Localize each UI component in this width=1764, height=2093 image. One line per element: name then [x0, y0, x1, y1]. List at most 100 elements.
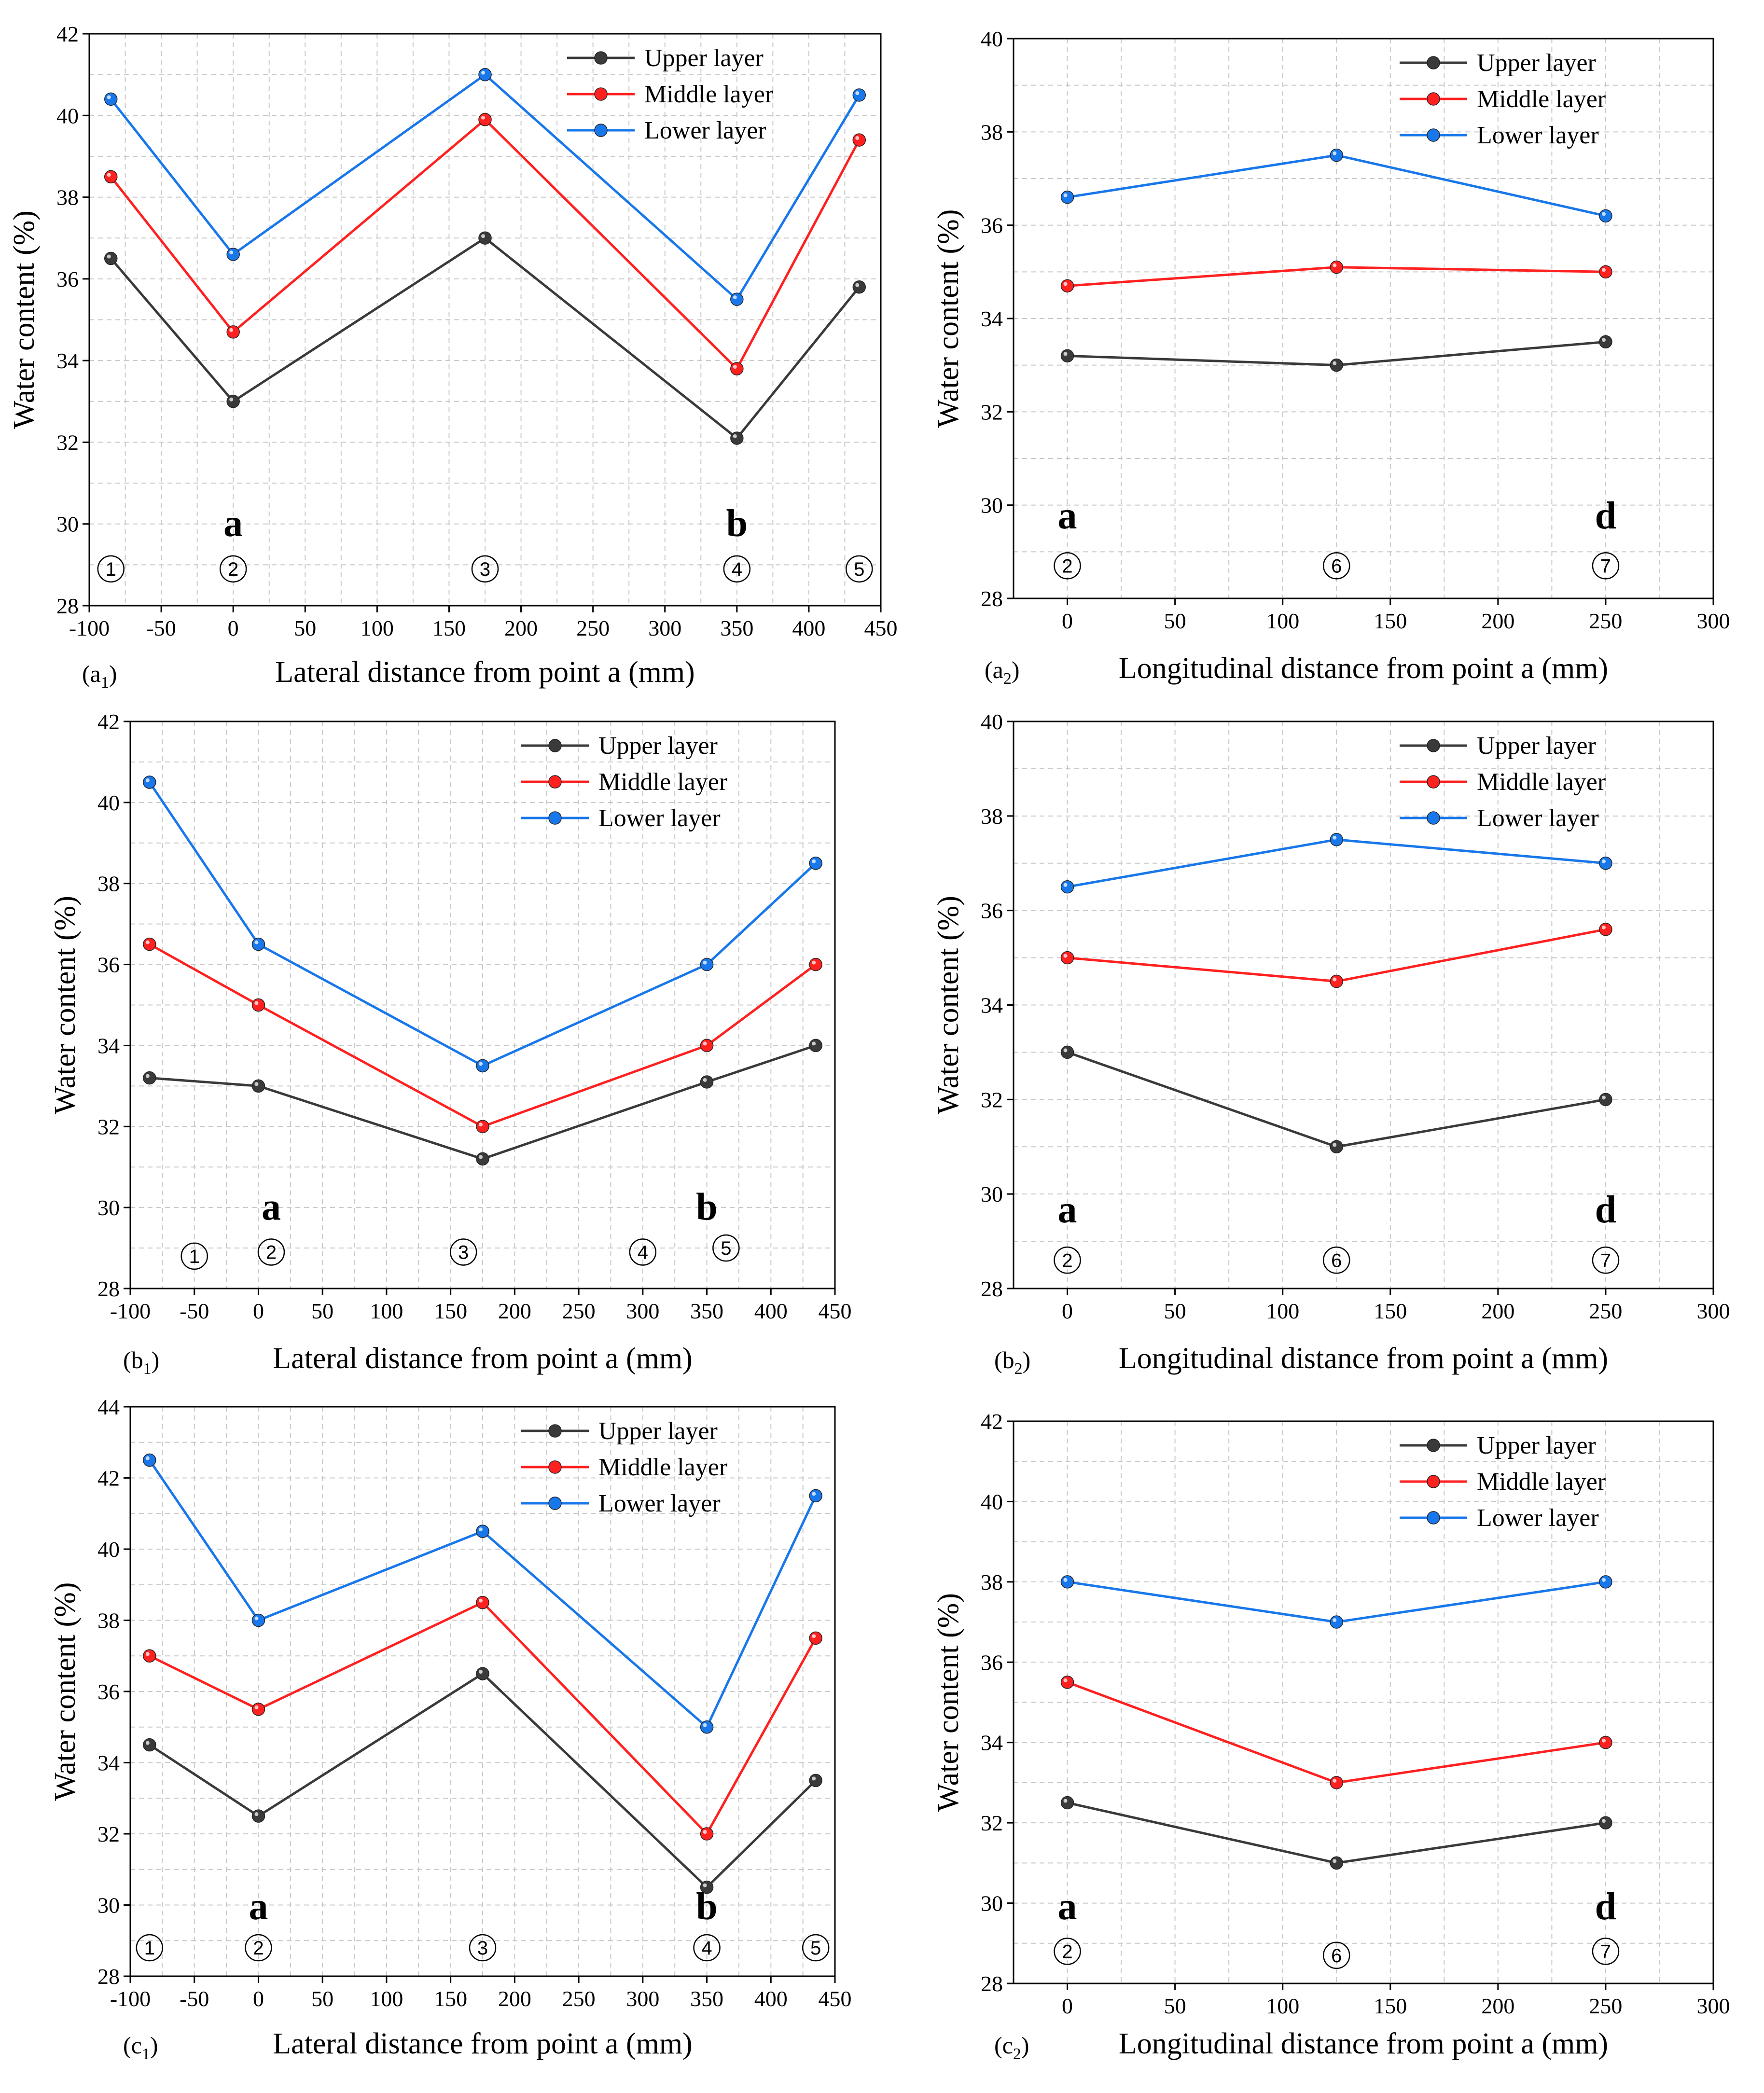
point-annotation: a	[249, 1885, 268, 1928]
data-point-highlight	[703, 960, 707, 965]
data-point-highlight	[812, 1776, 816, 1781]
series-middle	[143, 937, 822, 1134]
point-annotation: b	[696, 1885, 718, 1928]
panel-id: (a2)	[985, 656, 1020, 688]
gridlines	[1014, 721, 1713, 1289]
data-point-middle	[478, 113, 492, 126]
data-point-middle	[852, 133, 866, 147]
data-point-highlight	[703, 1830, 707, 1834]
x-tick-label: -50	[146, 616, 176, 640]
gridlines	[1014, 1421, 1713, 1983]
y-tick-label: 32	[97, 1822, 120, 1846]
point-annotation: b	[696, 1186, 718, 1228]
point-marker-label: 4	[638, 1242, 648, 1263]
x-tick-label: 300	[1697, 1994, 1730, 2018]
legend-marker-upper	[1427, 56, 1440, 69]
data-point-lower	[809, 1489, 822, 1503]
x-tick-label: 300	[1697, 609, 1730, 633]
point-marker-circle	[471, 555, 499, 583]
point-annotation: a	[262, 1186, 281, 1228]
point-marker-label: 7	[1600, 1941, 1611, 1962]
point-annotation: b	[726, 502, 748, 545]
panel-id: (c1)	[123, 2032, 158, 2063]
x-tick-label: 250	[562, 1299, 596, 1323]
y-axis-title: Water content (%)	[49, 1582, 82, 1801]
y-tick-label: 28	[97, 1964, 120, 1989]
data-point-highlight	[479, 1155, 483, 1159]
legend-marker-upper	[594, 51, 608, 65]
point-marker-circle	[1054, 1247, 1081, 1274]
data-point-highlight	[1333, 361, 1337, 365]
legend-label-lower: Lower layer	[1477, 122, 1599, 149]
data-point-middle	[143, 1649, 156, 1663]
x-tick-label: 250	[562, 1986, 596, 2011]
x-axis-title: Longitudinal distance from point a (mm)	[1119, 1342, 1608, 1375]
x-tick-label: 0	[1062, 1299, 1073, 1323]
y-tick-label: 28	[981, 586, 1003, 611]
y-tick-label: 30	[97, 1893, 120, 1918]
y-tick-label: 38	[981, 120, 1003, 144]
point-annotation: a	[1058, 1885, 1077, 1928]
point-marker-label: 6	[1331, 555, 1342, 577]
x-tick-label: 250	[1589, 609, 1622, 633]
data-point-highlight	[812, 1492, 816, 1496]
data-point-highlight	[1063, 193, 1068, 197]
point-marker-label: 3	[480, 559, 490, 580]
series-lower	[143, 776, 822, 1073]
data-point-highlight	[812, 1041, 816, 1046]
data-point-middle	[730, 362, 744, 375]
panel-id-letter: (b	[994, 1346, 1014, 1373]
data-point-lower	[1060, 190, 1074, 204]
data-point-upper	[476, 1667, 489, 1680]
x-tick-label: 0	[1062, 609, 1073, 633]
x-tick-label: 50	[1164, 1299, 1186, 1323]
series-lower	[104, 68, 866, 306]
data-point-middle	[476, 1595, 489, 1609]
legend-label-upper: Upper layer	[1477, 49, 1596, 77]
x-tick-label: 350	[690, 1299, 723, 1323]
point-marker-circle	[1592, 552, 1620, 580]
data-point-highlight	[1063, 352, 1068, 356]
data-point-highlight	[1601, 338, 1606, 342]
data-point-upper	[1330, 1140, 1343, 1153]
data-point-lower	[700, 1720, 714, 1734]
y-tick-label: 32	[981, 400, 1003, 424]
data-point-lower	[143, 1453, 156, 1467]
data-point-highlight	[1601, 1738, 1606, 1743]
data-point-middle	[700, 1039, 714, 1053]
x-tick-label: 100	[1266, 1299, 1299, 1323]
data-point-lower	[730, 292, 744, 306]
legend: Upper layer Middle layer Lower layer	[1400, 49, 1606, 149]
x-tick-label: -100	[110, 1986, 151, 2011]
panel-id-close: )	[1012, 656, 1020, 683]
data-point-lower	[143, 776, 156, 789]
data-point-highlight	[733, 434, 737, 438]
plot-frame	[129, 721, 836, 1289]
x-axis-title: Longitudinal distance from point a (mm)	[1119, 2027, 1608, 2060]
data-point-lower	[251, 937, 265, 951]
data-point-upper	[809, 1774, 822, 1788]
x-tick-label: -100	[110, 1299, 151, 1323]
series-middle	[143, 1595, 822, 1841]
data-point-highlight	[1063, 1048, 1068, 1053]
point-annotation: d	[1595, 495, 1617, 537]
data-point-lower	[251, 1613, 265, 1627]
y-tick-label: 30	[981, 493, 1003, 518]
point-marker-circle	[97, 555, 125, 583]
panel-id-subscript: 1	[101, 674, 109, 692]
legend-marker-middle	[1427, 775, 1440, 789]
data-point-highlight	[479, 1670, 483, 1674]
legend-label-upper: Upper layer	[598, 732, 718, 760]
data-point-lower	[226, 248, 240, 261]
data-point-highlight	[229, 328, 234, 332]
x-tick-label: 200	[498, 1986, 531, 2011]
point-marker-label: 4	[701, 1938, 712, 1959]
point-marker-label: 1	[189, 1246, 200, 1267]
data-point-highlight	[1063, 1578, 1068, 1582]
data-point-highlight	[145, 1652, 150, 1656]
point-marker-circle	[1322, 552, 1350, 580]
panel-id-letter: (b	[123, 1346, 143, 1373]
data-point-upper	[1599, 335, 1612, 349]
data-point-upper	[730, 431, 744, 445]
data-point-highlight	[703, 1723, 707, 1727]
